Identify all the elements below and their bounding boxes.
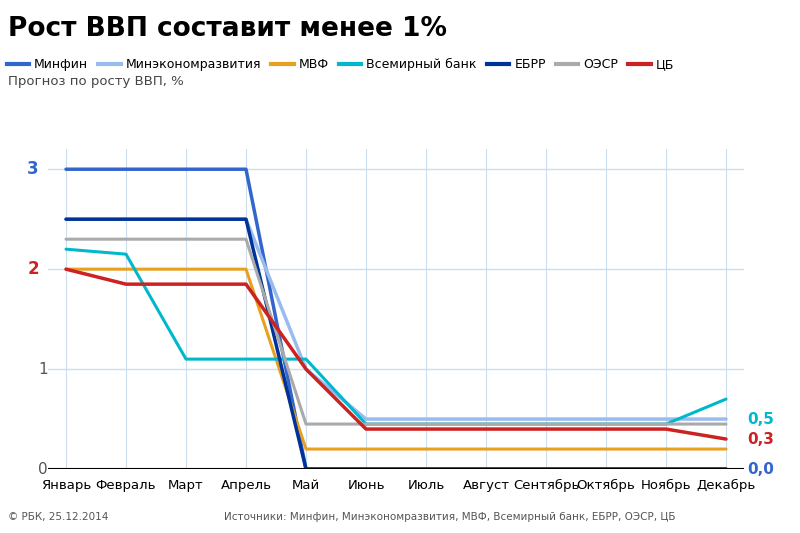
Text: 0,0: 0,0 xyxy=(747,462,774,477)
Text: 0,5: 0,5 xyxy=(747,411,774,426)
Text: Источники: Минфин, Минэкономразвития, МВФ, Всемирный банк, ЕБРР, ОЭСР, ЦБ: Источники: Минфин, Минэкономразвития, МВ… xyxy=(224,512,675,522)
Legend: Минфин, Минэкономразвития, МВФ, Всемирный банк, ЕБРР, ОЭСР, ЦБ: Минфин, Минэкономразвития, МВФ, Всемирны… xyxy=(2,53,679,76)
Text: 3: 3 xyxy=(27,160,39,178)
Text: © РБК, 25.12.2014: © РБК, 25.12.2014 xyxy=(8,512,108,522)
Text: 2: 2 xyxy=(27,260,39,278)
Text: 1: 1 xyxy=(38,361,48,377)
Text: Рост ВВП составит менее 1%: Рост ВВП составит менее 1% xyxy=(8,16,447,42)
Text: 0,3: 0,3 xyxy=(747,432,774,447)
Text: Прогноз по росту ВВП, %: Прогноз по росту ВВП, % xyxy=(8,75,184,87)
Text: 0: 0 xyxy=(38,462,48,477)
